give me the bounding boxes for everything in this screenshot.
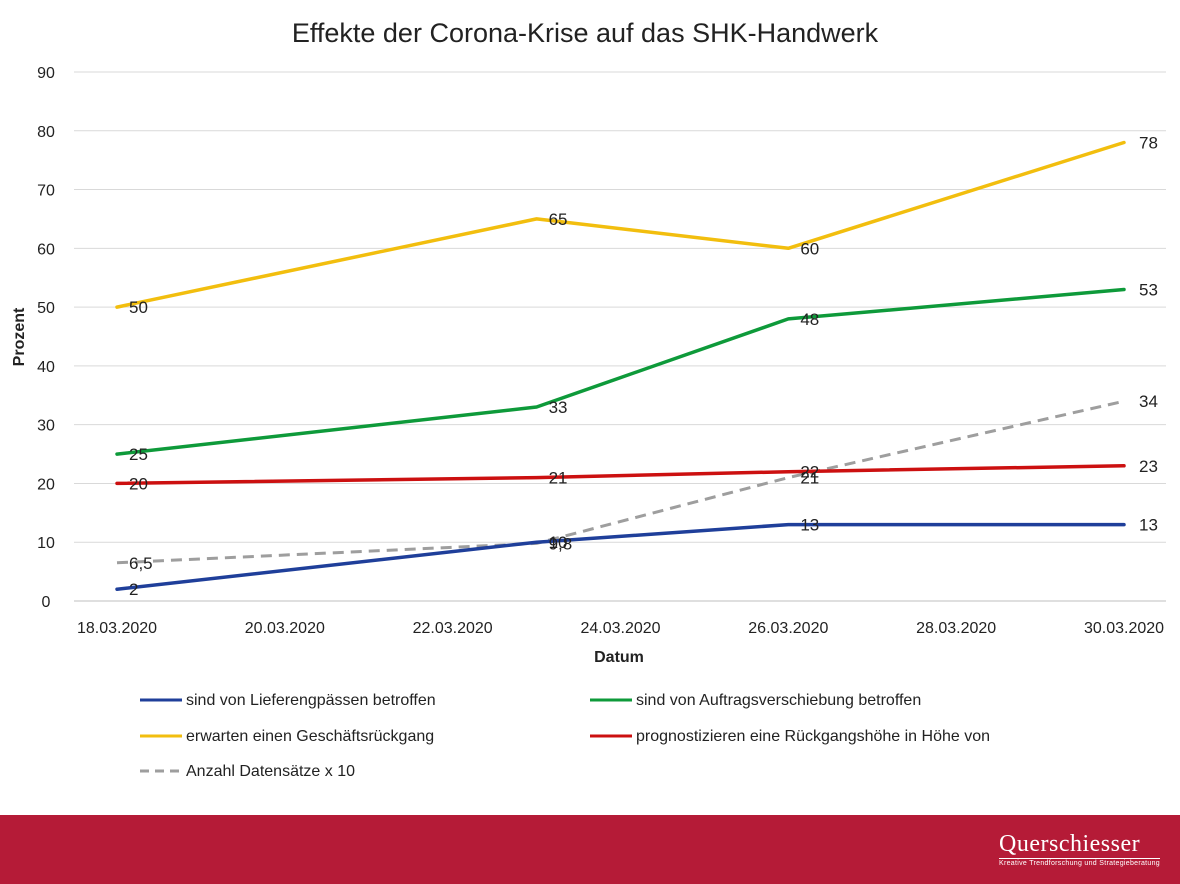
legend-label-3: prognostizieren eine Rückgangshöhe in Hö… bbox=[636, 728, 990, 745]
series-lines bbox=[115, 140, 1126, 591]
data-label: 13 bbox=[800, 516, 819, 535]
chart-title: Effekte der Corona-Krise auf das SHK-Han… bbox=[292, 18, 879, 48]
gridlines bbox=[74, 71, 1166, 602]
series-line-0 bbox=[115, 522, 1126, 591]
y-tick-label: 40 bbox=[37, 359, 55, 376]
y-tick-label: 0 bbox=[42, 594, 51, 611]
legend-label-1: sind von Auftragsverschiebung betroffen bbox=[636, 692, 921, 709]
data-label: 25 bbox=[129, 445, 148, 464]
data-label: 13 bbox=[1139, 516, 1158, 535]
x-tick-label: 26.03.2020 bbox=[748, 620, 828, 637]
y-tick-label: 90 bbox=[37, 65, 55, 82]
x-axis-ticks: 18.03.2020 20.03.2020 22.03.2020 24.03.2020… bbox=[77, 620, 1164, 637]
x-tick-label: 18.03.2020 bbox=[77, 620, 157, 637]
legend-label-2: erwarten einen Geschäftsrückgang bbox=[186, 728, 434, 745]
data-label: 6,5 bbox=[129, 554, 153, 573]
series-line-3 bbox=[115, 464, 1126, 486]
x-axis-label: Datum bbox=[594, 649, 644, 666]
series-line-1 bbox=[115, 287, 1126, 456]
legend-label-0: sind von Lieferengpässen betroffen bbox=[186, 692, 436, 709]
data-label: 50 bbox=[129, 298, 148, 317]
x-tick-label: 30.03.2020 bbox=[1084, 620, 1164, 637]
data-label: 21 bbox=[800, 469, 819, 488]
brand-logo: Querschiesser Kreative Trendforschung un… bbox=[999, 831, 1160, 869]
series-line-2 bbox=[115, 140, 1126, 309]
y-tick-label: 60 bbox=[37, 241, 55, 258]
data-label: 2 bbox=[129, 580, 138, 599]
legend-label-4: Anzahl Datensätze x 10 bbox=[186, 763, 355, 780]
y-tick-label: 20 bbox=[37, 476, 55, 493]
x-tick-label: 20.03.2020 bbox=[245, 620, 325, 637]
y-tick-label: 50 bbox=[37, 300, 55, 317]
y-tick-label: 10 bbox=[37, 535, 55, 552]
y-tick-label: 70 bbox=[37, 183, 55, 200]
y-axis-label: Prozent bbox=[11, 307, 28, 366]
footer-banner: Querschiesser Kreative Trendforschung un… bbox=[0, 815, 1180, 884]
data-label: 9,8 bbox=[549, 534, 573, 553]
line-chart: Effekte der Corona-Krise auf das SHK-Han… bbox=[11, 18, 1166, 780]
data-label: 21 bbox=[549, 469, 568, 488]
legend: sind von Lieferengpässen betroffen sind v… bbox=[140, 692, 990, 780]
series-line-4 bbox=[116, 399, 1125, 565]
brand-tagline: Kreative Trendforschung und Strategieber… bbox=[999, 860, 1160, 867]
data-label: 10 bbox=[549, 533, 568, 552]
y-tick-label: 80 bbox=[37, 124, 55, 141]
brand-name: Querschiesser bbox=[999, 831, 1160, 859]
data-label: 60 bbox=[800, 239, 819, 258]
data-label: 48 bbox=[800, 310, 819, 329]
y-axis-ticks: 0 10 20 30 40 50 60 70 80 90 bbox=[37, 65, 55, 611]
data-label: 22 bbox=[800, 463, 819, 482]
y-tick-label: 30 bbox=[37, 418, 55, 435]
x-tick-label: 24.03.2020 bbox=[580, 620, 660, 637]
data-label: 20 bbox=[129, 474, 148, 493]
data-label: 53 bbox=[1139, 280, 1158, 299]
data-label: 33 bbox=[549, 398, 568, 417]
x-tick-label: 22.03.2020 bbox=[413, 620, 493, 637]
data-label: 78 bbox=[1139, 134, 1158, 153]
data-label: 34 bbox=[1139, 392, 1158, 411]
data-label: 65 bbox=[549, 210, 568, 229]
x-tick-label: 28.03.2020 bbox=[916, 620, 996, 637]
data-label: 23 bbox=[1139, 457, 1158, 476]
